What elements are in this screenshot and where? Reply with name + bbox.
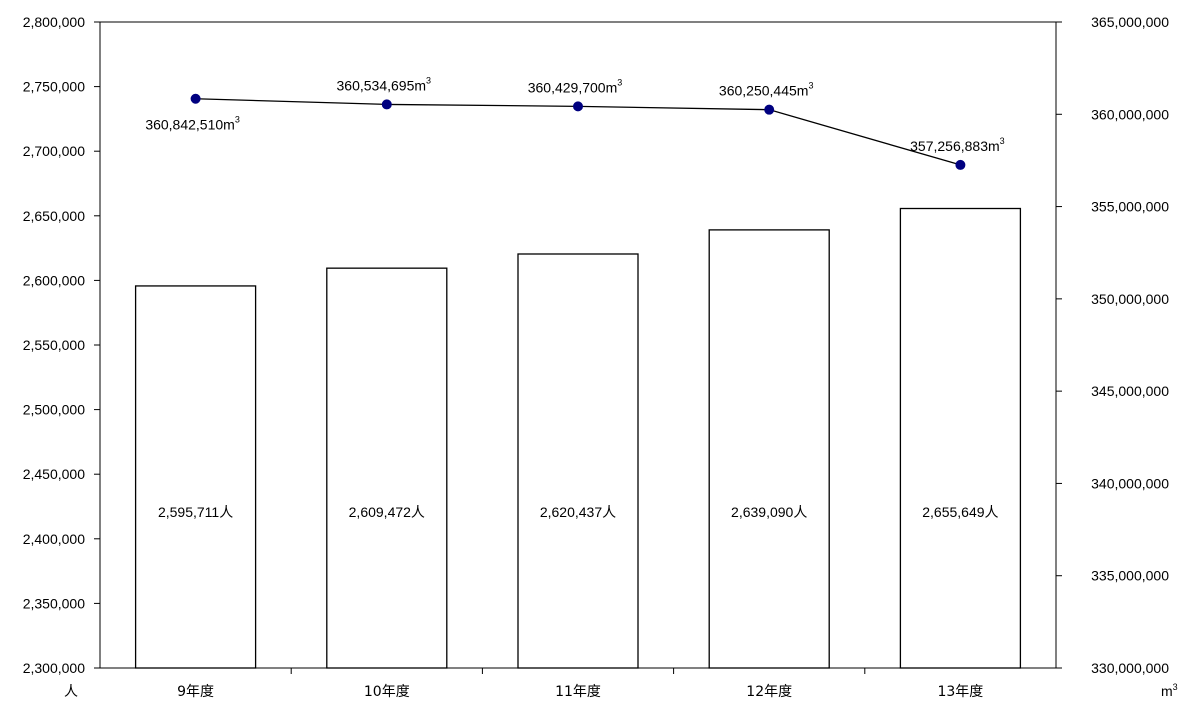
line-point [955, 159, 966, 170]
left-tick-label: 2,450,000 [23, 466, 85, 482]
left-tick-label: 2,550,000 [23, 337, 85, 353]
left-axis-unit: 人 [64, 684, 78, 700]
x-tick-label: 12年度 [746, 684, 792, 700]
line-point [190, 93, 201, 104]
left-tick-label: 2,700,000 [23, 143, 85, 159]
bar-data-label: 2,639,090人 [731, 504, 807, 520]
line-data-label: 360,250,445m3 [719, 81, 814, 99]
right-tick-label: 345,000,000 [1091, 383, 1169, 399]
line-data-label: 360,429,700m3 [528, 77, 623, 95]
bar-data-label: 2,609,472人 [349, 504, 425, 520]
left-tick-label: 2,300,000 [23, 660, 85, 676]
right-axis: 330,000,000 335,000,000 340,000,000 345,000… [1056, 14, 1169, 676]
line-data-label: 360,842,510m3 [145, 115, 240, 133]
line-series: 360,842,510m3 360,534,695m3 360,429,700m3 3… [145, 75, 1005, 170]
left-axis: 2,300,000 2,350,000 2,400,000 2,450,000 2,50… [23, 14, 100, 676]
left-tick-label: 2,500,000 [23, 402, 85, 418]
x-axis: 9年度 10年度 11年度 12年度 13年度 [177, 668, 983, 700]
x-tick-label: 11年度 [555, 684, 601, 700]
bar-data-label: 2,620,437人 [540, 504, 616, 520]
right-tick-label: 330,000,000 [1091, 660, 1169, 676]
right-tick-label: 335,000,000 [1091, 568, 1169, 584]
left-tick-label: 2,600,000 [23, 272, 85, 288]
x-tick-label: 10年度 [364, 684, 410, 700]
bar-data-label: 2,595,711人 [158, 504, 233, 520]
line-point [573, 101, 583, 112]
left-tick-label: 2,650,000 [23, 208, 85, 224]
right-tick-label: 360,000,000 [1091, 106, 1169, 122]
bar [517, 253, 639, 669]
right-axis-unit: m3 [1161, 682, 1178, 699]
left-tick-label: 2,750,000 [23, 79, 85, 95]
line-data-label: 360,534,695m3 [337, 75, 432, 93]
line-point [764, 104, 775, 115]
right-tick-label: 355,000,000 [1091, 199, 1169, 215]
bar-series: 2,595,711人 2,609,472人 2,620,437人 2,639,090人… [134, 207, 1022, 669]
right-tick-label: 365,000,000 [1091, 14, 1169, 30]
bar-data-label: 2,655,649人 [922, 504, 998, 520]
left-tick-label: 2,350,000 [23, 595, 85, 611]
bar [134, 285, 257, 669]
bar [326, 267, 448, 669]
bar [899, 207, 1022, 669]
line-point [381, 99, 392, 110]
right-tick-label: 350,000,000 [1091, 291, 1169, 307]
left-tick-label: 2,400,000 [23, 531, 85, 547]
right-tick-label: 340,000,000 [1091, 475, 1169, 491]
x-tick-label: 9年度 [177, 684, 214, 700]
bar [708, 229, 830, 669]
line-data-label: 357,256,883m3 [910, 136, 1005, 154]
x-tick-label: 13年度 [937, 684, 983, 700]
left-tick-label: 2,800,000 [23, 14, 85, 30]
